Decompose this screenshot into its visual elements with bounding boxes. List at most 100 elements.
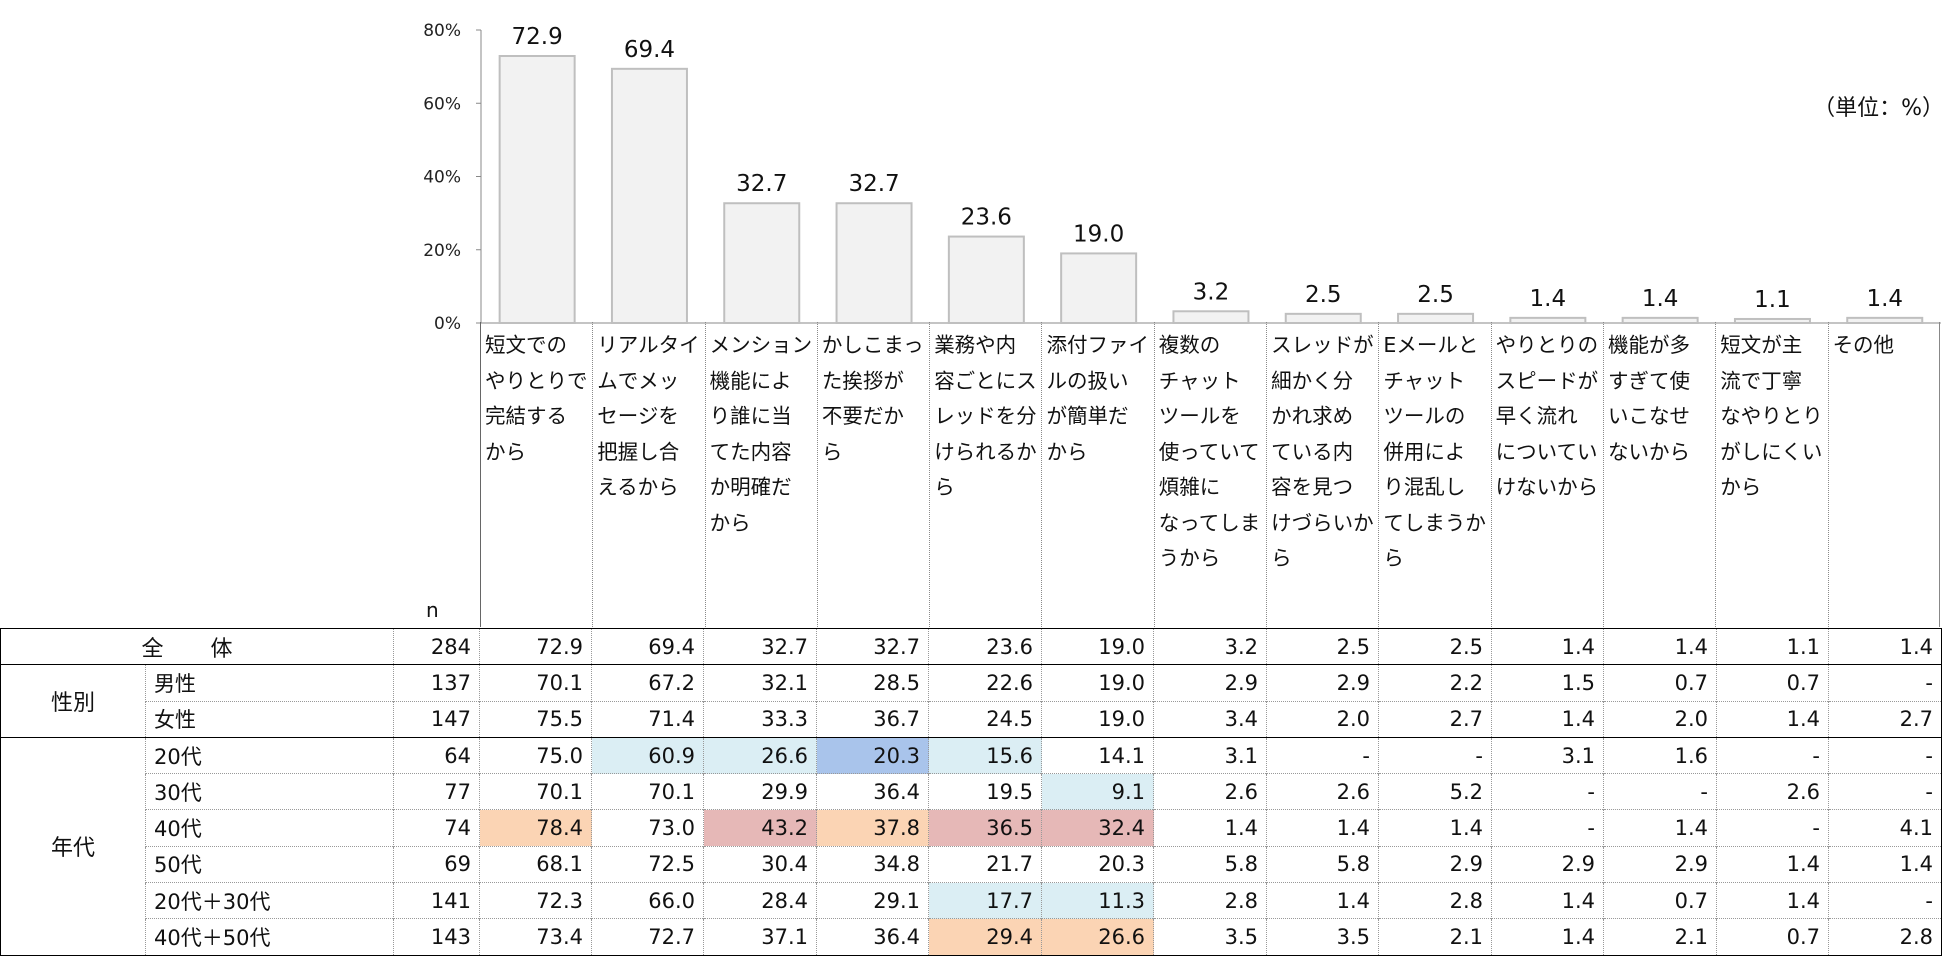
table-cell: 66.0 xyxy=(591,882,704,919)
table-cell: 20.3 xyxy=(1041,845,1154,883)
table-cell: 72.7 xyxy=(591,918,704,956)
y-tick-label: 60% xyxy=(423,94,461,114)
table-cell: 78.4 xyxy=(479,809,592,847)
table-cell: 2.6 xyxy=(1716,773,1829,810)
table-cell: 2.1 xyxy=(1378,918,1492,956)
bar-value-label: 1.4 xyxy=(1530,286,1567,312)
table-cell: 19.0 xyxy=(1041,627,1154,665)
table-cell: 30.4 xyxy=(703,845,817,883)
bar-value-label: 23.6 xyxy=(961,205,1012,231)
table-cell: 36.4 xyxy=(816,773,929,810)
table-row: 40代＋50代 143 73.4 72.7 37.1 36.4 29.4 26.6 3.5 3.5… xyxy=(1,918,1942,956)
table-cell: 73.4 xyxy=(479,918,592,956)
table-cell: 1.4 xyxy=(1716,882,1829,919)
bar-value-label: 1.4 xyxy=(1642,286,1679,312)
table-cell: 68.1 xyxy=(479,845,592,883)
table-cell: 0.7 xyxy=(1603,882,1717,919)
y-tick-label: 20% xyxy=(423,241,461,261)
table-cell: 2.8 xyxy=(1378,882,1492,919)
sample-size: 143 xyxy=(393,918,480,956)
category-label: やりとりの スピードが 早く流れ についてい けないから xyxy=(1490,322,1603,627)
table-cell: 70.1 xyxy=(479,664,592,702)
table-cell: - xyxy=(1828,773,1942,810)
table-cell: 1.4 xyxy=(1491,700,1604,738)
table-cell: 5.2 xyxy=(1378,773,1492,810)
bar-value-label: 19.0 xyxy=(1073,221,1124,247)
row-label: 30代 xyxy=(145,773,394,810)
table-cell: 72.9 xyxy=(479,627,592,665)
y-tick-label: 80% xyxy=(423,21,461,41)
table-cell: 2.0 xyxy=(1266,700,1379,738)
category-label: 短文での やりとりで 完結する から xyxy=(480,322,592,627)
table-row: 女性 147 75.5 71.4 33.3 36.7 24.5 19.0 3.4 2.0 2.7 1.… xyxy=(1,700,1942,738)
category-label: 機能が多 すぎて使 いこなせ ないから xyxy=(1602,322,1715,627)
table-cell: 72.5 xyxy=(591,845,704,883)
table-cell: 1.4 xyxy=(1716,845,1829,883)
sample-size: 141 xyxy=(393,882,480,919)
table-cell: 70.1 xyxy=(479,773,592,810)
table-cell: 67.2 xyxy=(591,664,704,702)
table-cell: 36.5 xyxy=(928,809,1042,847)
table-cell: 2.7 xyxy=(1378,700,1492,738)
table-cell: 28.5 xyxy=(816,664,929,702)
table-cell: 5.8 xyxy=(1266,845,1379,883)
sample-size: 137 xyxy=(393,664,480,702)
table-cell: 1.4 xyxy=(1603,809,1717,847)
category-label: 短文が主 流で丁寧 なやりとり がしにくい から xyxy=(1715,322,1827,627)
table-cell: 72.3 xyxy=(479,882,592,919)
category-label: かしこまっ た挨拶が 不要だか ら xyxy=(816,322,929,627)
bar xyxy=(498,55,576,324)
table-cell: 3.1 xyxy=(1491,736,1604,774)
table-cell: - xyxy=(1603,773,1717,810)
table-cell: 29.9 xyxy=(703,773,817,810)
table-cell: 9.1 xyxy=(1041,773,1154,810)
table-cell: 2.8 xyxy=(1828,918,1942,956)
table-cell: 33.3 xyxy=(703,700,817,738)
bar xyxy=(835,202,913,324)
category-label: 添付ファイ ルの扱い が簡単だ から xyxy=(1041,322,1153,627)
bar xyxy=(1060,252,1138,325)
bar xyxy=(1733,317,1811,325)
table-row: 30代 77 70.1 70.1 29.9 36.4 19.5 9.1 2.6 2.6 5.2- -2… xyxy=(1,773,1942,810)
table-cell: 36.7 xyxy=(816,700,929,738)
table-cell: 1.4 xyxy=(1266,809,1379,847)
table-cell: 2.5 xyxy=(1266,627,1379,665)
table-cell: 71.4 xyxy=(591,700,704,738)
table-cell: 2.2 xyxy=(1378,664,1492,702)
table-cell: 2.9 xyxy=(1153,664,1267,702)
bar xyxy=(610,67,688,325)
table-cell: 26.6 xyxy=(703,736,817,774)
category-label: Eメールと チャット ツールの 併用によ り混乱し てしまうか ら xyxy=(1378,322,1490,627)
table-cell: 1.6 xyxy=(1603,736,1717,774)
table-cell: 29.4 xyxy=(928,918,1042,956)
table-cell: 23.6 xyxy=(928,627,1042,665)
table-cell: 2.5 xyxy=(1378,627,1492,665)
bar-value-label: 2.5 xyxy=(1417,282,1454,308)
bar xyxy=(1397,312,1475,324)
table-cell: 43.2 xyxy=(703,809,817,847)
table-cell: 2.9 xyxy=(1378,845,1492,883)
table-cell: - xyxy=(1828,736,1942,774)
table-cell: 2.6 xyxy=(1153,773,1267,810)
table-cell: 29.1 xyxy=(816,882,929,919)
table-cell: 1.4 xyxy=(1491,627,1604,665)
table-cell: 2.8 xyxy=(1153,882,1267,919)
table-cell: 75.0 xyxy=(479,736,592,774)
table-cell: 26.6 xyxy=(1041,918,1154,956)
bar-value-label: 69.4 xyxy=(624,37,675,63)
table-cell: 1.4 xyxy=(1153,809,1267,847)
table-cell: 22.6 xyxy=(928,664,1042,702)
category-label: その他 xyxy=(1827,322,1940,627)
sample-size: 77 xyxy=(393,773,480,810)
sample-size: 69 xyxy=(393,845,480,883)
table-cell: - xyxy=(1491,773,1604,810)
table-cell: 0.7 xyxy=(1716,664,1829,702)
table-cell: 2.1 xyxy=(1603,918,1717,956)
row-label: 40代 xyxy=(145,809,394,847)
table-cell: 3.5 xyxy=(1266,918,1379,956)
bar-value-label: 32.7 xyxy=(736,171,787,197)
table-cell: 36.4 xyxy=(816,918,929,956)
table-cell: 32.4 xyxy=(1041,809,1154,847)
sample-size: 64 xyxy=(393,736,480,774)
table-row: 20代＋30代 141 72.3 66.0 28.4 29.1 17.7 11.3 2.8 1.4… xyxy=(1,882,1942,919)
